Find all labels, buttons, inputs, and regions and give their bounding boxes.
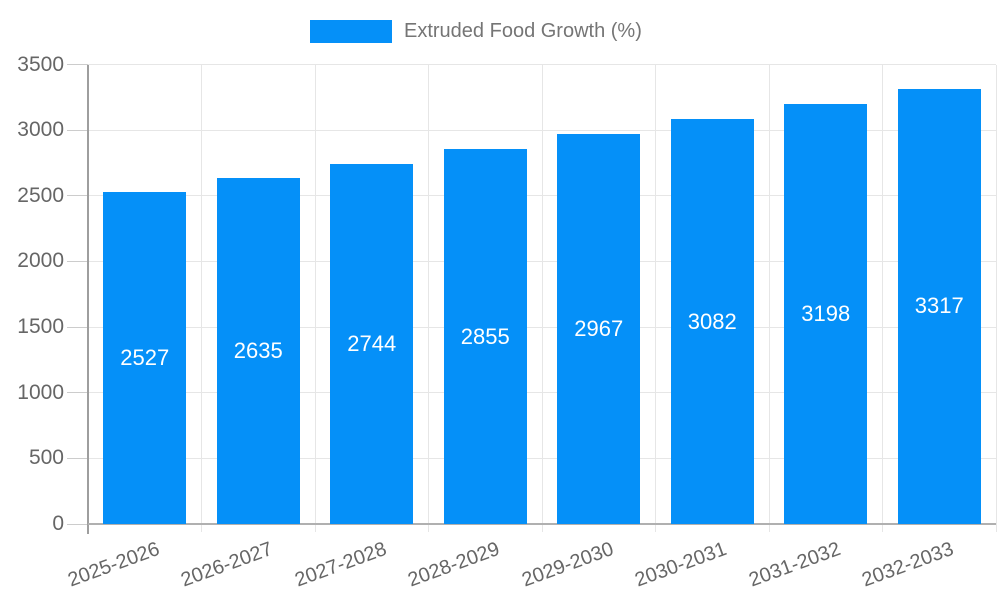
bar[interactable]: 2635 [216, 178, 300, 524]
bar-value-label: 2855 [460, 323, 510, 349]
bar[interactable]: 3082 [670, 119, 754, 524]
bar-value-label: 2744 [347, 330, 397, 356]
bar-value-label: 3317 [914, 293, 964, 319]
bar-value-label: 3198 [801, 301, 851, 327]
x-gridline [541, 64, 543, 532]
y-axis-tick-label: 2000 [17, 249, 64, 273]
y-tick-mark [67, 129, 88, 131]
bar-value-label: 2527 [120, 345, 170, 371]
y-axis-line [86, 64, 89, 534]
y-axis-tick-label: 3500 [17, 52, 64, 76]
y-tick-mark [67, 326, 88, 328]
x-gridline [201, 64, 202, 532]
y-axis-tick-label: 1500 [17, 315, 64, 339]
legend: Extruded Food Growth (%) [0, 0, 1000, 56]
y-axis-tick-label: 3000 [17, 118, 64, 142]
x-gridline [995, 64, 997, 532]
x-gridline [882, 64, 883, 532]
y-tick-mark [67, 195, 88, 197]
x-axis-baseline [88, 523, 996, 525]
legend-swatch[interactable] [310, 20, 392, 43]
y-axis-tick-label: 500 [28, 446, 64, 470]
bar[interactable]: 2855 [443, 149, 527, 524]
bar[interactable]: 2967 [557, 134, 641, 524]
x-gridline [768, 64, 770, 532]
y-tick-mark [67, 392, 88, 394]
y-tick-mark [67, 523, 88, 525]
x-gridline [428, 64, 429, 532]
bar-value-label: 2967 [574, 316, 624, 342]
bar[interactable]: 3317 [897, 88, 981, 524]
y-axis-tick-label: 0 [52, 512, 64, 535]
y-tick-mark [67, 260, 88, 262]
x-gridline [314, 64, 316, 532]
legend-label[interactable]: Extruded Food Growth (%) [404, 20, 642, 42]
bar[interactable]: 3198 [784, 104, 868, 524]
y-tick-mark [67, 64, 88, 65]
bar[interactable]: 2744 [330, 163, 414, 524]
y-axis-tick-label: 1000 [17, 380, 64, 404]
x-gridline [655, 64, 656, 532]
bar-value-label: 2635 [233, 338, 283, 364]
bar-value-label: 3082 [687, 308, 737, 334]
bar[interactable]: 2527 [103, 192, 187, 524]
y-tick-mark [67, 457, 88, 459]
y-axis-tick-label: 2500 [17, 183, 64, 207]
